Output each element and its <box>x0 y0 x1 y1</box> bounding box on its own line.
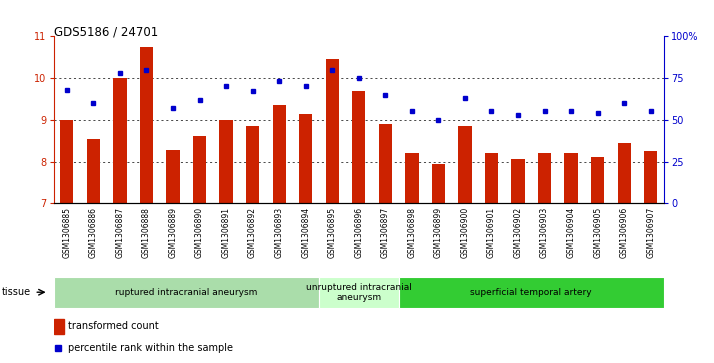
Bar <box>54 277 319 308</box>
Bar <box>319 277 398 308</box>
Bar <box>219 120 233 203</box>
Text: GSM1306903: GSM1306903 <box>540 207 549 258</box>
Text: GSM1306897: GSM1306897 <box>381 207 390 258</box>
Bar <box>432 164 445 203</box>
Text: GSM1306890: GSM1306890 <box>195 207 204 258</box>
Bar <box>246 126 259 203</box>
Bar <box>485 153 498 203</box>
Text: GSM1306894: GSM1306894 <box>301 207 310 258</box>
Text: GSM1306895: GSM1306895 <box>328 207 337 258</box>
Text: superficial temporal artery: superficial temporal artery <box>471 288 592 297</box>
Text: percentile rank within the sample: percentile rank within the sample <box>68 343 233 353</box>
Text: GSM1306901: GSM1306901 <box>487 207 496 258</box>
Bar <box>378 124 392 203</box>
Bar <box>458 126 471 203</box>
Bar <box>326 59 339 203</box>
Bar <box>565 153 578 203</box>
Text: ruptured intracranial aneurysm: ruptured intracranial aneurysm <box>115 288 258 297</box>
Text: GSM1306896: GSM1306896 <box>354 207 363 258</box>
Text: GSM1306902: GSM1306902 <box>513 207 523 258</box>
Text: GSM1306906: GSM1306906 <box>620 207 629 258</box>
Text: GSM1306904: GSM1306904 <box>567 207 575 258</box>
Bar <box>60 120 74 203</box>
Bar <box>166 150 180 203</box>
Text: GSM1306888: GSM1306888 <box>142 207 151 258</box>
Text: unruptured intracranial
aneurysm: unruptured intracranial aneurysm <box>306 282 412 302</box>
Bar <box>511 159 525 203</box>
Bar <box>406 153 418 203</box>
Bar <box>618 143 631 203</box>
Text: GSM1306887: GSM1306887 <box>116 207 124 258</box>
Bar <box>352 91 366 203</box>
Text: GSM1306892: GSM1306892 <box>248 207 257 258</box>
Bar <box>273 105 286 203</box>
Text: GSM1306907: GSM1306907 <box>646 207 655 258</box>
Text: GSM1306898: GSM1306898 <box>408 207 416 258</box>
Bar <box>398 277 664 308</box>
Bar <box>54 319 64 334</box>
Bar <box>193 136 206 203</box>
Bar <box>591 158 604 203</box>
Bar <box>299 114 312 203</box>
Text: GSM1306900: GSM1306900 <box>461 207 469 258</box>
Text: transformed count: transformed count <box>68 321 159 331</box>
Bar <box>114 78 126 203</box>
Text: GSM1306891: GSM1306891 <box>221 207 231 258</box>
Text: tissue: tissue <box>1 287 31 297</box>
Text: GSM1306893: GSM1306893 <box>275 207 283 258</box>
Bar <box>644 151 658 203</box>
Text: GDS5186 / 24701: GDS5186 / 24701 <box>54 25 158 38</box>
Bar <box>86 139 100 203</box>
Bar <box>538 153 551 203</box>
Text: GSM1306905: GSM1306905 <box>593 207 602 258</box>
Bar <box>140 47 153 203</box>
Text: GSM1306899: GSM1306899 <box>434 207 443 258</box>
Text: GSM1306889: GSM1306889 <box>169 207 178 258</box>
Text: GSM1306885: GSM1306885 <box>62 207 71 258</box>
Text: GSM1306886: GSM1306886 <box>89 207 98 258</box>
